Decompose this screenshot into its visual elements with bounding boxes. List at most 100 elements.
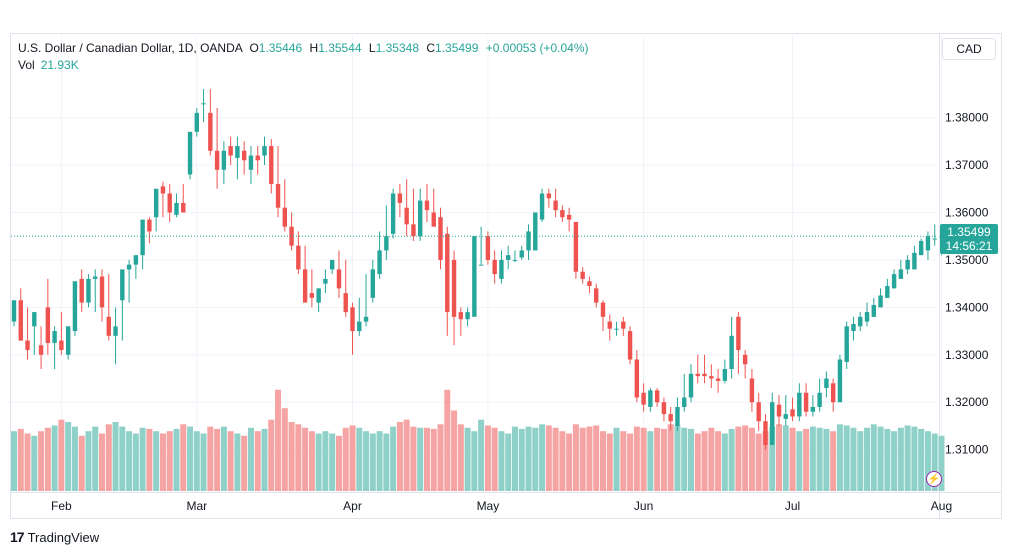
volume-bar [708, 427, 715, 491]
candle-body [472, 236, 477, 317]
lightning-icon[interactable]: ⚡ [926, 471, 942, 487]
volume-bar [593, 425, 600, 491]
candle-body [695, 373, 700, 377]
volume-bar [870, 424, 877, 491]
candle-body [329, 259, 335, 270]
volume-bar [423, 427, 430, 491]
volume-bar [491, 427, 498, 491]
candle-body [627, 331, 633, 360]
change-value: +0.00053 (+0.04%) [485, 41, 589, 55]
candle-body [749, 378, 755, 403]
volume-bar [31, 435, 38, 491]
volume-bar [417, 427, 424, 491]
candle-body [668, 414, 673, 422]
candle-body [296, 245, 301, 270]
candle-body [262, 146, 267, 156]
candle-body [682, 397, 687, 407]
volume-bar [44, 427, 51, 491]
candle-body [790, 409, 795, 417]
candle-body [106, 316, 111, 336]
y-tick-label: 1.35000 [945, 253, 989, 267]
candle-body [38, 345, 44, 355]
candle-body [891, 274, 897, 289]
candle-body [533, 212, 538, 251]
high-value: 1.35544 [318, 41, 362, 55]
volume-bar [728, 428, 735, 491]
volume-bar [559, 431, 566, 491]
candle-body [512, 259, 518, 261]
x-tick-label: Mar [186, 499, 207, 513]
volume-bar [17, 428, 24, 491]
volume-bar [572, 424, 579, 491]
candle-body [316, 288, 321, 303]
volume-bar [464, 427, 471, 491]
volume-bar [214, 428, 221, 491]
volume-bar [322, 431, 329, 491]
volume-bar [159, 433, 166, 491]
volume-bar [782, 425, 789, 491]
candle-body [431, 212, 436, 227]
candlestick-chart[interactable]: 1.31000 1.32000 1.33000 1.34000 1.35000 1.360… [0, 0, 1012, 519]
volume-bar [857, 431, 864, 491]
candle-body [235, 146, 240, 158]
tradingview-logo[interactable]: 17 TradingView [10, 529, 99, 545]
y-tick-label: 1.33000 [945, 348, 989, 362]
candle-body [553, 200, 558, 211]
volume-bar [667, 424, 674, 491]
volume-bar [545, 425, 552, 491]
volume-bar [457, 424, 464, 491]
volume-bar [390, 426, 397, 491]
candle-body [797, 392, 802, 417]
volume-bar [220, 426, 227, 491]
volume-bar [342, 427, 349, 491]
close-label: C [426, 41, 436, 55]
candle-body [370, 269, 376, 298]
y-tick-label: 1.32000 [945, 395, 989, 409]
volume-bar [132, 433, 139, 491]
candle-body [810, 406, 816, 412]
candle-body [424, 200, 430, 211]
x-tick-label: May [477, 499, 500, 513]
volume-bar [532, 427, 539, 491]
candle-body [729, 335, 734, 370]
volume-bar [701, 431, 708, 491]
candle-body [600, 302, 606, 317]
volume-bar [511, 426, 518, 491]
candle-body [438, 217, 443, 260]
candle-body [885, 286, 890, 298]
candle-body [241, 150, 247, 161]
candle-body [384, 236, 389, 251]
candle-body [675, 406, 680, 426]
candle-body [289, 226, 294, 246]
candle-body [688, 373, 694, 398]
volume-bar [803, 428, 810, 491]
volume-bar [627, 433, 634, 491]
volume-bar [735, 426, 742, 491]
candle-body [302, 269, 308, 303]
candle-body [397, 193, 403, 203]
candle-body [607, 321, 612, 329]
candle-body [160, 186, 166, 194]
candle-body [770, 402, 775, 445]
volume-bar [261, 428, 268, 491]
symbol-title[interactable]: U.S. Dollar / Canadian Dollar, 1D, OANDA [18, 41, 243, 55]
candle-body [492, 259, 497, 275]
volume-bar [281, 408, 288, 491]
candle-body [18, 300, 23, 341]
volume-bar [200, 433, 207, 491]
volume-bar [451, 410, 458, 491]
x-tick-label: Jun [634, 499, 653, 513]
volume-bar [606, 433, 613, 491]
candle-body [736, 316, 741, 351]
volume-bar [139, 427, 146, 491]
volume-bar [58, 419, 65, 491]
candle-body [140, 219, 145, 256]
volume-bar [471, 431, 478, 491]
volume-bar [187, 426, 194, 491]
candle-body [167, 193, 172, 213]
currency-button[interactable]: CAD [942, 38, 996, 60]
candle-body [742, 354, 748, 365]
volume-bar [329, 433, 336, 491]
candle-body [851, 323, 856, 332]
candle-body [824, 378, 829, 388]
